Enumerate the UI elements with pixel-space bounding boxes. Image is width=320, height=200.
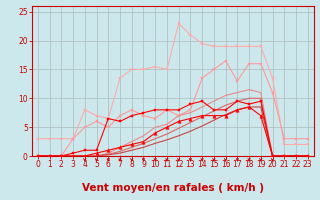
X-axis label: Vent moyen/en rafales ( km/h ): Vent moyen/en rafales ( km/h ) — [82, 183, 264, 193]
